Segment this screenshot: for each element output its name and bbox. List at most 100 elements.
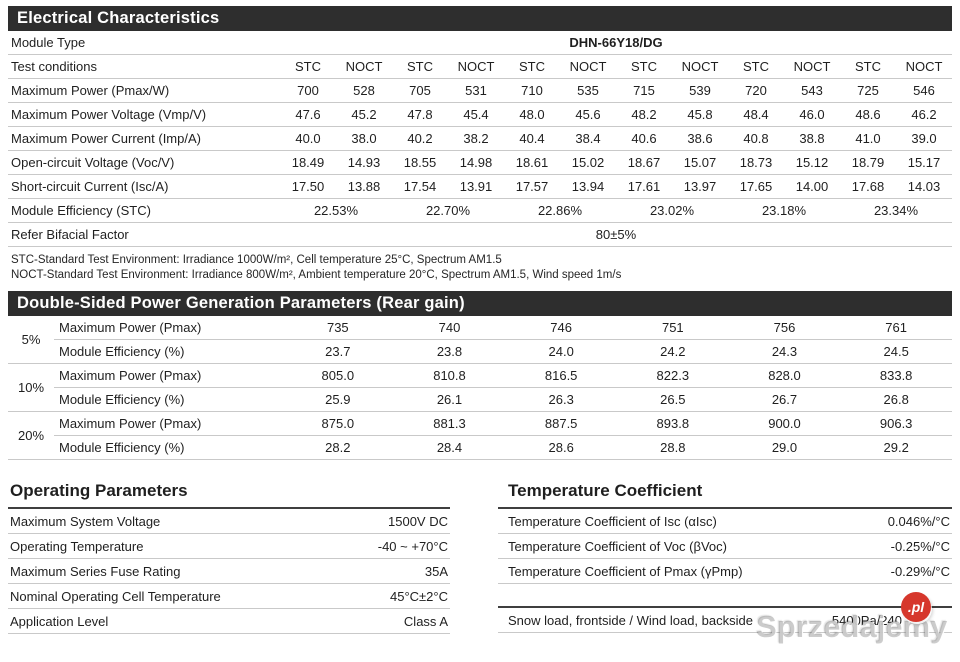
condition-header-cell: STC xyxy=(280,55,336,79)
watermark-pl-badge: .pl xyxy=(901,592,931,622)
value-cell: 17.68 xyxy=(840,175,896,199)
value-cell: 13.97 xyxy=(672,175,728,199)
value-cell: 38.4 xyxy=(560,127,616,151)
temperature-coefficient-title: Temperature Coefficient xyxy=(498,476,952,509)
module-type-value: DHN-66Y18/DG xyxy=(280,31,952,55)
value-cell: 18.55 xyxy=(392,151,448,175)
condition-header-cell: STC xyxy=(840,55,896,79)
operating-parameter-value: -40 ~ +70°C xyxy=(377,538,448,554)
temperature-coefficient-value: 0.046%/°C xyxy=(887,513,950,529)
condition-header-cell: STC xyxy=(504,55,560,79)
rear-value-cell: 26.3 xyxy=(505,388,617,412)
temperature-coefficient-row: Temperature Coefficient of Voc (βVoc) -0.… xyxy=(498,534,952,559)
operating-parameter-value: 35A xyxy=(424,563,448,579)
gain-label: 10% xyxy=(8,364,54,412)
rear-row-label: Module Efficiency (%) xyxy=(54,340,282,364)
rear-value-cell: 28.2 xyxy=(282,436,394,460)
value-cell: 18.79 xyxy=(840,151,896,175)
condition-header-cell: NOCT xyxy=(448,55,504,79)
operating-parameters-list: Maximum System Voltage 1500V DC Operating … xyxy=(8,509,450,634)
rear-value-cell: 906.3 xyxy=(840,412,952,436)
test-environment-footnotes: STC-Standard Test Environment: Irradianc… xyxy=(8,247,952,291)
rear-value-cell: 756 xyxy=(728,316,841,340)
operating-parameter-row: Nominal Operating Cell Temperature 45°C±2… xyxy=(8,584,450,609)
value-cell: 700 xyxy=(280,79,336,103)
operating-parameter-label: Operating Temperature xyxy=(10,538,144,554)
condition-header-cell: NOCT xyxy=(672,55,728,79)
value-cell: 47.6 xyxy=(280,103,336,127)
rear-value-cell: 746 xyxy=(505,316,617,340)
condition-header-cell: NOCT xyxy=(896,55,952,79)
rear-value-cell: 23.7 xyxy=(282,340,394,364)
value-cell: 48.0 xyxy=(504,103,560,127)
value-cell: 710 xyxy=(504,79,560,103)
rear-value-cell: 735 xyxy=(282,316,394,340)
value-cell: 535 xyxy=(560,79,616,103)
operating-parameter-value: 1500V DC xyxy=(388,513,448,529)
value-cell: 48.2 xyxy=(616,103,672,127)
efficiency-value-cell: 23.34% xyxy=(840,199,952,223)
value-cell: 13.88 xyxy=(336,175,392,199)
value-cell: 18.67 xyxy=(616,151,672,175)
condition-header-cell: STC xyxy=(728,55,784,79)
value-cell: 18.49 xyxy=(280,151,336,175)
value-cell: 46.2 xyxy=(896,103,952,127)
rear-value-cell: 24.2 xyxy=(616,340,729,364)
value-cell: 18.73 xyxy=(728,151,784,175)
rear-value-cell: 28.6 xyxy=(505,436,617,460)
row-label: Maximum Power Current (Imp/A) xyxy=(8,127,280,151)
rear-value-cell: 875.0 xyxy=(282,412,394,436)
value-cell: 531 xyxy=(448,79,504,103)
rear-gain-header: Double-Sided Power Generation Parameters… xyxy=(8,291,952,316)
rear-gain-title: Double-Sided Power Generation Parameters… xyxy=(17,294,465,312)
rear-row-label: Maximum Power (Pmax) xyxy=(54,316,282,340)
temperature-coefficient-row: Temperature Coefficient of Isc (αIsc) 0.0… xyxy=(498,509,952,534)
rear-value-cell: 28.8 xyxy=(616,436,729,460)
operating-parameter-value: Class A xyxy=(403,613,448,629)
efficiency-value-cell: 22.86% xyxy=(504,199,616,223)
row-label: Short-circuit Current (Isc/A) xyxy=(8,175,280,199)
column-gap xyxy=(450,476,498,634)
value-cell: 715 xyxy=(616,79,672,103)
row-label: Maximum Power (Pmax/W) xyxy=(8,79,280,103)
condition-header-cell: NOCT xyxy=(336,55,392,79)
value-cell: 15.17 xyxy=(896,151,952,175)
electrical-characteristics-title: Electrical Characteristics xyxy=(17,9,220,27)
efficiency-value-cell: 22.70% xyxy=(392,199,504,223)
operating-parameter-row: Maximum Series Fuse Rating 35A xyxy=(8,559,450,584)
value-cell: 46.0 xyxy=(784,103,840,127)
rear-value-cell: 828.0 xyxy=(728,364,841,388)
rear-value-cell: 761 xyxy=(840,316,952,340)
condition-header-cell: NOCT xyxy=(560,55,616,79)
efficiency-value-cell: 23.18% xyxy=(728,199,840,223)
rear-value-cell: 29.2 xyxy=(840,436,952,460)
rear-value-cell: 810.8 xyxy=(393,364,506,388)
rear-value-cell: 751 xyxy=(616,316,729,340)
value-cell: 17.50 xyxy=(280,175,336,199)
value-cell: 48.6 xyxy=(840,103,896,127)
value-cell: 40.8 xyxy=(728,127,784,151)
section-divider xyxy=(498,584,952,608)
value-cell: 14.03 xyxy=(896,175,952,199)
condition-header-cell: STC xyxy=(616,55,672,79)
value-cell: 48.4 xyxy=(728,103,784,127)
stc-footnote: STC-Standard Test Environment: Irradianc… xyxy=(11,254,502,266)
rear-row-label: Maximum Power (Pmax) xyxy=(54,412,282,436)
gain-label: 5% xyxy=(8,316,54,364)
row-label: Maximum Power Voltage (Vmp/V) xyxy=(8,103,280,127)
rear-value-cell: 805.0 xyxy=(282,364,394,388)
operating-parameter-label: Maximum Series Fuse Rating xyxy=(10,563,181,579)
operating-parameter-row: Maximum System Voltage 1500V DC xyxy=(8,509,450,534)
rear-value-cell: 24.0 xyxy=(505,340,617,364)
value-cell: 14.98 xyxy=(448,151,504,175)
rear-value-cell: 28.4 xyxy=(393,436,506,460)
electrical-characteristics-header: Electrical Characteristics xyxy=(8,6,952,31)
rear-row-label: Module Efficiency (%) xyxy=(54,436,282,460)
value-cell: 17.65 xyxy=(728,175,784,199)
value-cell: 546 xyxy=(896,79,952,103)
value-cell: 38.6 xyxy=(672,127,728,151)
value-cell: 40.0 xyxy=(280,127,336,151)
efficiency-value-cell: 22.53% xyxy=(280,199,392,223)
operating-parameter-label: Application Level xyxy=(10,613,109,629)
